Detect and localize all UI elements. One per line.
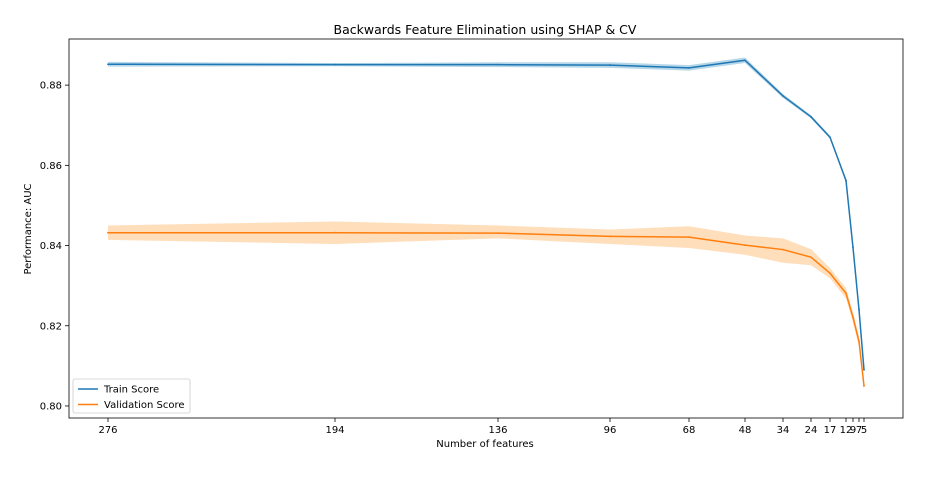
x-tick-label: 194	[325, 425, 344, 436]
y-tick-label: 0.86	[40, 161, 62, 172]
validation-score-point	[829, 272, 831, 275]
y-tick-label: 0.80	[40, 401, 62, 412]
x-tick-label: 68	[683, 425, 696, 436]
x-tick-label: 24	[805, 425, 818, 436]
chart-title: Backwards Feature Elimination using SHAP…	[334, 22, 637, 37]
y-tick-label: 0.88	[40, 81, 62, 92]
validation-score-point	[497, 232, 499, 235]
x-tick-label: 5	[861, 425, 867, 436]
x-tick-label: 7	[856, 425, 862, 436]
y-tick-label: 0.84	[40, 241, 62, 252]
validation-score-confidence-band	[108, 221, 864, 391]
validation-score-point	[107, 231, 109, 234]
train-score-point	[863, 368, 865, 371]
train-score-point	[688, 66, 690, 69]
validation-score-point	[688, 236, 690, 239]
x-axis-label: Number of features	[436, 439, 533, 450]
validation-score-point	[609, 235, 611, 238]
axes: 0.80 0.82 0.84 0.86 0.88 276 194 136 96 68 48 34 24 1…	[40, 38, 904, 436]
train-score-point	[852, 246, 854, 249]
y-axis-label: Performance: AUC	[23, 183, 34, 274]
validation-score-point	[810, 256, 812, 259]
train-score-point	[609, 64, 611, 66]
x-tick-label: 12	[840, 425, 853, 436]
validation-score-point	[334, 231, 336, 234]
train-score-point	[334, 63, 336, 66]
x-tick-label: 9	[850, 425, 856, 436]
plot-frame	[68, 38, 904, 419]
train-score-point	[782, 95, 784, 97]
train-score-line	[107, 59, 865, 370]
legend-box	[72, 378, 191, 414]
x-tick-label: 136	[488, 425, 507, 436]
x-tick-label: 276	[98, 425, 117, 436]
legend-label-train-score: Train Score	[103, 385, 159, 396]
train-score-point	[107, 63, 109, 66]
validation-score-point	[852, 316, 854, 319]
train-score-point	[744, 59, 746, 62]
validation-score-point	[858, 340, 860, 343]
train-score-confidence-band	[108, 57, 864, 372]
x-tick-label: 48	[739, 425, 752, 436]
x-tick-label: 34	[777, 425, 790, 436]
x-tick-label: 96	[604, 425, 617, 436]
legend-label-validation-score: Validation Score	[104, 400, 185, 411]
validation-score-point	[744, 244, 746, 247]
train-score-point	[497, 63, 499, 66]
validation-score-point	[782, 248, 784, 251]
train-score-point	[858, 308, 860, 311]
train-score-point	[810, 115, 812, 118]
validation-score-point	[863, 385, 865, 387]
x-tick-label: 17	[824, 425, 837, 436]
plot-area	[107, 57, 865, 391]
train-score-point	[829, 136, 831, 139]
validation-score-point	[845, 292, 847, 295]
legend: Train Score Validation Score	[72, 378, 191, 414]
y-tick-label: 0.82	[40, 321, 62, 332]
train-score-point	[845, 179, 847, 182]
